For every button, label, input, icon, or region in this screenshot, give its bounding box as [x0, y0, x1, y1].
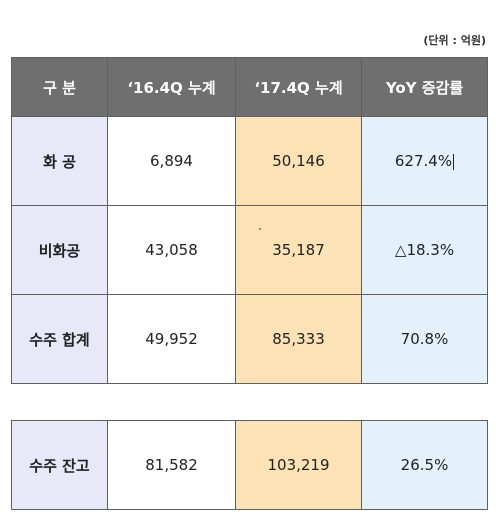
header-17q4: ‘17.4Q 누계: [235, 57, 362, 117]
row-label: 화 공: [11, 116, 108, 206]
row-label: 수주 합계: [11, 294, 108, 384]
unit-note: (단위 : 억원): [423, 34, 486, 47]
table-row-total: 수주 합계 49,952 85,333 70.8%: [11, 294, 488, 384]
header-16q4: ‘16.4Q 누계: [107, 57, 236, 117]
gap-cell: [11, 383, 108, 421]
gap-cell: [235, 383, 362, 421]
table-row-backlog: 수주 잔고 81,582 103,219 26.5%: [11, 420, 488, 510]
cell-16q4: 6,894: [107, 116, 236, 206]
row-label: 비화공: [11, 205, 108, 295]
cell-17q4: 103,219: [235, 420, 362, 510]
table-gap-row: [11, 383, 488, 421]
cell-17q4: 35,187: [235, 205, 362, 295]
header-yoy: YoY 증감률: [361, 57, 488, 117]
cell-16q4: 49,952: [107, 294, 236, 384]
gap-cell: [361, 383, 488, 421]
table-row-chemical: 화 공 6,894 50,146 627.4%: [11, 116, 488, 206]
cell-yoy: 26.5%: [361, 420, 488, 510]
table-row-non-chemical: 비화공 43,058 35,187 △18.3%: [11, 205, 488, 295]
cell-yoy: △18.3%: [361, 205, 488, 295]
stray-dot: [259, 228, 261, 230]
cell-17q4: 50,146: [235, 116, 362, 206]
row-label: 수주 잔고: [11, 420, 108, 510]
cell-yoy: 70.8%: [361, 294, 488, 384]
text-caret: [453, 153, 455, 170]
cell-yoy: 627.4%: [394, 152, 453, 170]
cell-17q4: 85,333: [235, 294, 362, 384]
table-header-row: 구 분 ‘16.4Q 누계 ‘17.4Q 누계 YoY 증감률: [11, 57, 488, 117]
orders-table: 구 분 ‘16.4Q 누계 ‘17.4Q 누계 YoY 증감률 화 공 6,89…: [11, 57, 488, 510]
header-category: 구 분: [11, 57, 108, 117]
cell-16q4: 43,058: [107, 205, 236, 295]
cell-16q4: 81,582: [107, 420, 236, 510]
gap-cell: [107, 383, 236, 421]
cell-yoy-wrap: 627.4%: [361, 116, 488, 206]
